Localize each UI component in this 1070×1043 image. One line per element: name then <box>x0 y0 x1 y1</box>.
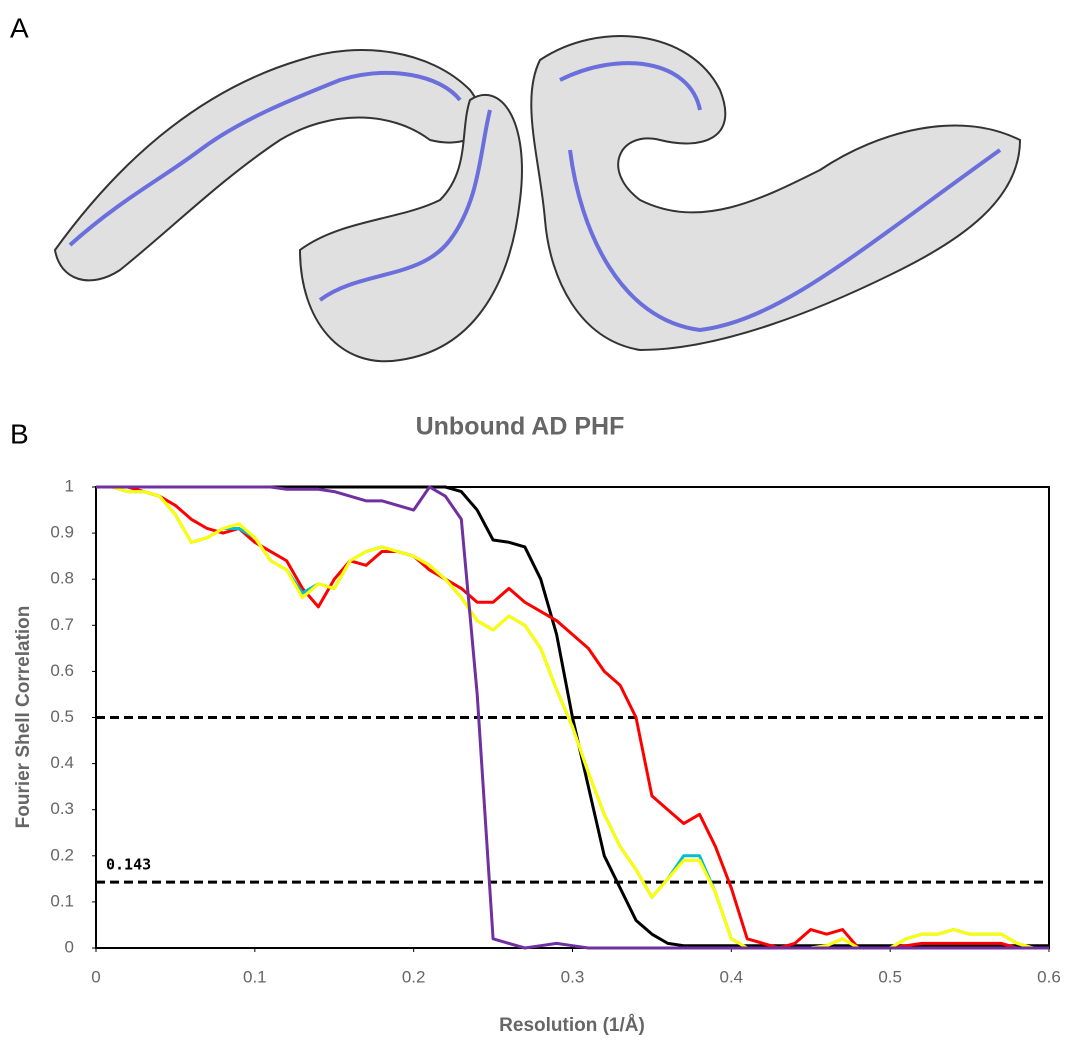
fsc-curve <box>96 485 1049 950</box>
reference-label: 0.143 <box>106 856 151 874</box>
y-tick-label: 0.6 <box>50 661 74 680</box>
backbone-trace <box>68 70 462 247</box>
chart-title: Unbound AD PHF <box>416 413 625 441</box>
y-tick-label: 0.9 <box>50 523 74 542</box>
x-axis-title: Resolution (1/Å) <box>499 1015 645 1036</box>
y-axis-title: Fourier Shell Correlation <box>13 606 34 829</box>
x-tick-label: 0.6 <box>1037 967 1061 986</box>
x-tick-label: 0.1 <box>243 967 267 986</box>
panel-label: B <box>10 418 29 449</box>
y-tick-label: 0.2 <box>50 845 74 864</box>
y-tick-label: 0.5 <box>50 707 74 726</box>
density-map <box>530 35 1022 352</box>
x-tick-label: 0 <box>91 967 100 986</box>
y-tick-label: 0.7 <box>50 615 74 634</box>
x-tick-label: 0.2 <box>402 967 426 986</box>
y-tick-label: 0.3 <box>50 799 74 818</box>
atom-model <box>68 61 1002 333</box>
y-tick-label: 0 <box>65 937 74 956</box>
density-map <box>298 93 523 363</box>
y-tick-label: 0.1 <box>50 891 74 910</box>
x-tick-label: 0.3 <box>561 967 585 986</box>
y-tick-label: 0.8 <box>50 569 74 588</box>
molecule-illustration <box>53 35 1022 363</box>
backbone-trace <box>559 61 1002 333</box>
y-tick-label: 0.4 <box>50 753 74 772</box>
x-tick-label: 0.5 <box>878 967 902 986</box>
density-map <box>53 49 484 282</box>
y-tick-label: 1 <box>65 476 74 495</box>
backbone-trace <box>318 109 492 302</box>
panel-label: A <box>10 12 29 43</box>
x-tick-label: 0.4 <box>720 967 744 986</box>
